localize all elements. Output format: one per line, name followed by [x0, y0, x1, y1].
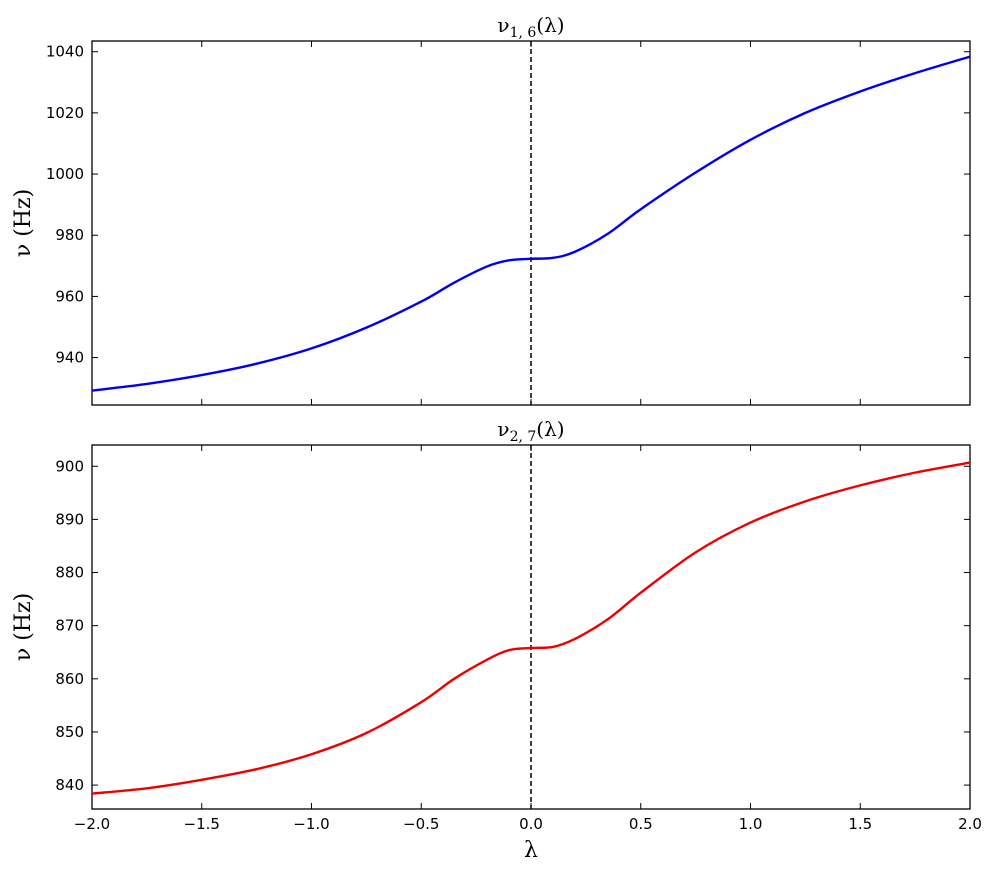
y-tick-label: 1000	[46, 165, 84, 183]
series-line	[91, 55, 971, 392]
y-tick-label: 980	[55, 226, 84, 244]
plot-title: ν1, 6(λ)	[497, 13, 564, 41]
x-tick-label: 1.5	[848, 815, 872, 833]
x-tick-label: 1.0	[739, 815, 763, 833]
y-tick-label: 900	[55, 457, 84, 475]
y-tick-label: 960	[55, 287, 84, 305]
top-panel: 940 960 980 1000 1020 1040 ν1, 6(λ) ν (Hz)	[11, 13, 971, 406]
x-tick-label: 0.0	[519, 815, 543, 833]
plot-title: ν2, 7(λ)	[497, 417, 564, 445]
y-tick-label: 860	[55, 670, 84, 688]
x-tick-label: 0.5	[629, 815, 653, 833]
y-tick-label: 940	[55, 349, 84, 367]
x-tick-label: −1.0	[293, 815, 329, 833]
y-tick-label: 870	[55, 617, 84, 635]
y-axis-label: ν (Hz)	[11, 593, 36, 661]
x-tick-label: 2.0	[958, 815, 982, 833]
x-tick-label: −2.0	[74, 815, 110, 833]
y-tick-label: 890	[55, 510, 84, 528]
y-tick-label: 850	[55, 723, 84, 741]
y-tick-label: 1040	[46, 43, 84, 61]
bottom-panel: −2.0 −1.5 −1.0 −0.5 0.0 0.5 1.0 1.5 2.0 840 850 860…	[11, 417, 982, 863]
series-line	[91, 461, 971, 795]
x-axis-label: λ	[524, 838, 538, 863]
y-tick-label: 840	[55, 776, 84, 794]
y-tick-label: 1020	[46, 104, 84, 122]
y-tick-label: 880	[55, 564, 84, 582]
x-tick-label: −1.5	[184, 815, 220, 833]
y-axis-label: ν (Hz)	[11, 189, 36, 257]
x-tick-label: −0.5	[403, 815, 439, 833]
